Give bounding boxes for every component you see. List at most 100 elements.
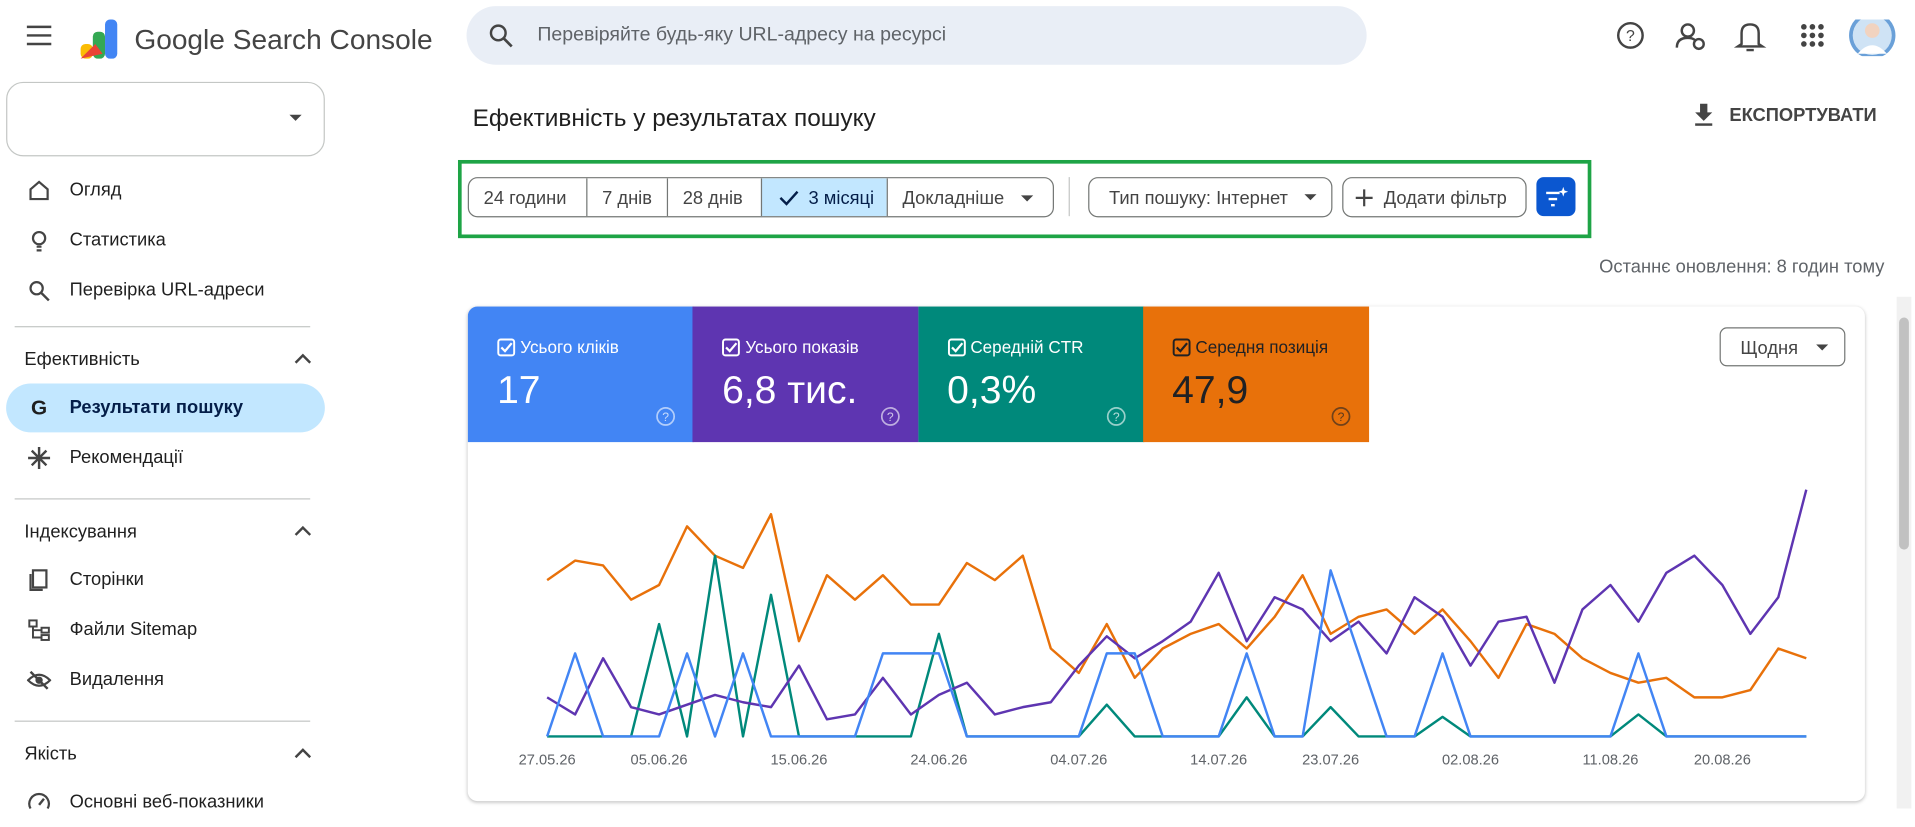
divider bbox=[14, 326, 311, 328]
range-button[interactable]: 24 години bbox=[469, 178, 586, 216]
icon bbox=[294, 353, 312, 364]
nav-item[interactable]: Файли Sitemap bbox=[6, 606, 325, 655]
x-tick-label: 05.06.26 bbox=[631, 753, 688, 769]
granularity-label: Щодня bbox=[1740, 338, 1799, 360]
nav-item[interactable]: Статистика bbox=[0, 216, 325, 265]
nav-label: Результати пошуку bbox=[69, 396, 244, 418]
section-header[interactable]: Ефективність bbox=[0, 338, 325, 380]
metric-tile[interactable]: Середній CTR 0,3%? bbox=[917, 306, 1144, 443]
metric-tile[interactable]: Середня позиція 47,9? bbox=[1142, 306, 1369, 443]
scrollbar bbox=[1896, 296, 1912, 809]
nav-label: Рекомендації bbox=[69, 446, 184, 468]
metric-value: 47,9 bbox=[1172, 367, 1249, 412]
svg-text:?: ? bbox=[1626, 28, 1635, 45]
icon bbox=[497, 338, 516, 357]
metric-value: 17 bbox=[497, 367, 541, 412]
date-range-group: 24 години 7 днів 28 днів 3 місяці Докладніше bbox=[467, 177, 1054, 218]
icon bbox=[26, 670, 52, 690]
x-tick-label: 23.07.26 bbox=[1302, 753, 1359, 769]
granularity-select[interactable]: Щодня bbox=[1719, 327, 1846, 367]
metric-tile[interactable]: Усього показів 6,8 тис.? bbox=[692, 306, 919, 443]
nav-item[interactable]: Огляд bbox=[0, 166, 325, 215]
nav-item[interactable]: Рекомендації bbox=[6, 434, 325, 483]
icon bbox=[1172, 338, 1191, 357]
icon: ? bbox=[656, 407, 676, 426]
x-tick-label: 11.08.26 bbox=[1582, 753, 1638, 769]
logo bbox=[80, 19, 118, 59]
performance-card: Усього кліків 17? Усього показів 6,8 тис.? С… bbox=[467, 306, 1865, 802]
divider bbox=[14, 720, 311, 722]
nav-label: Видалення bbox=[69, 669, 164, 691]
ai-filter-button[interactable] bbox=[1536, 177, 1576, 217]
search-box[interactable]: Перевіряйте будь-яку URL-адресу на ресур… bbox=[466, 6, 1367, 65]
dropdown-arrow bbox=[289, 114, 302, 121]
chip-label: Тип пошуку: Інтернет bbox=[1108, 188, 1288, 209]
nav-item[interactable]: G Результати пошуку bbox=[6, 383, 325, 433]
export-icon bbox=[1695, 103, 1713, 126]
add-filter-chip[interactable]: Додати фільтр bbox=[1342, 177, 1527, 218]
chip-label: Додати фільтр bbox=[1383, 188, 1507, 209]
icon: ? bbox=[1106, 407, 1126, 426]
highlight-box bbox=[457, 159, 1592, 239]
icon bbox=[28, 446, 51, 469]
nav-item[interactable]: Перевірка URL-адреси bbox=[0, 266, 325, 315]
header-icons[interactable]: ? bbox=[1615, 19, 1908, 57]
x-tick-label: 20.08.26 bbox=[1694, 753, 1751, 769]
icon bbox=[722, 338, 741, 357]
section-header[interactable]: Індексування bbox=[0, 511, 325, 553]
export-button[interactable]: ЕКСПОРТУВАТИ bbox=[1729, 105, 1877, 126]
separator bbox=[1068, 177, 1070, 217]
svg-text:?: ? bbox=[887, 410, 894, 424]
range-label: Докладніше bbox=[902, 188, 1005, 209]
metric-value: 0,3% bbox=[947, 367, 1037, 412]
data-line bbox=[545, 569, 1807, 738]
svg-text:G: G bbox=[31, 397, 47, 420]
range-button[interactable]: 3 місяці bbox=[760, 178, 887, 217]
range-button[interactable]: 28 днів bbox=[666, 178, 761, 217]
icon bbox=[29, 281, 50, 302]
nav-label: Сторінки bbox=[69, 569, 144, 590]
range-button[interactable]: 7 днів bbox=[586, 178, 667, 217]
icon bbox=[1021, 195, 1034, 202]
nav-item[interactable]: Основні веб-показники bbox=[6, 778, 325, 827]
search-icon bbox=[489, 24, 513, 48]
metric-value: 6,8 тис. bbox=[722, 367, 858, 412]
menu-icon[interactable] bbox=[24, 23, 53, 47]
search-placeholder: Перевіряйте будь-яку URL-адресу на ресур… bbox=[537, 24, 947, 46]
divider bbox=[14, 498, 311, 500]
icon bbox=[779, 190, 799, 206]
filter-icon bbox=[1546, 186, 1569, 207]
plus-icon bbox=[1355, 189, 1373, 207]
x-tick-label: 24.06.26 bbox=[910, 753, 967, 769]
metric-label: Усього показів bbox=[745, 337, 859, 357]
x-tick-label: 04.07.26 bbox=[1050, 753, 1107, 769]
icon: ? bbox=[881, 407, 901, 426]
nav-label: Огляд bbox=[69, 179, 122, 201]
icon: ? bbox=[1331, 407, 1351, 426]
range-button[interactable]: Докладніше bbox=[886, 178, 1053, 217]
x-tick-label: 15.06.26 bbox=[770, 753, 827, 769]
svg-text:?: ? bbox=[1337, 410, 1344, 424]
section-header[interactable]: Якість bbox=[0, 733, 325, 775]
scroll-thumb[interactable] bbox=[1899, 317, 1909, 550]
range-label: 7 днів bbox=[602, 188, 653, 209]
search-type-chip[interactable]: Тип пошуку: Інтернет bbox=[1088, 177, 1333, 218]
icon bbox=[947, 338, 966, 357]
nav-label: Файли Sitemap bbox=[69, 619, 198, 640]
nav-label: Основні веб-показники bbox=[69, 791, 264, 813]
nav-item[interactable]: Видалення bbox=[6, 656, 325, 705]
icon bbox=[29, 180, 49, 201]
icon bbox=[31, 230, 47, 252]
property-selector[interactable] bbox=[6, 81, 325, 157]
data-line bbox=[546, 512, 1807, 699]
icon bbox=[29, 569, 48, 591]
nav-item[interactable]: Сторінки bbox=[6, 556, 325, 605]
icon bbox=[294, 748, 312, 759]
x-tick-label: 27.05.26 bbox=[519, 753, 576, 769]
chart: 27.05.26 05.06.26 15.06.26 24.06.26 04.07.26… bbox=[519, 489, 1808, 769]
icon bbox=[294, 525, 312, 536]
section-title: Якість bbox=[24, 743, 77, 765]
product-name: Google Search Console bbox=[134, 23, 433, 55]
dropdown-arrow bbox=[1816, 344, 1829, 351]
metric-tile[interactable]: Усього кліків 17? bbox=[467, 306, 694, 443]
